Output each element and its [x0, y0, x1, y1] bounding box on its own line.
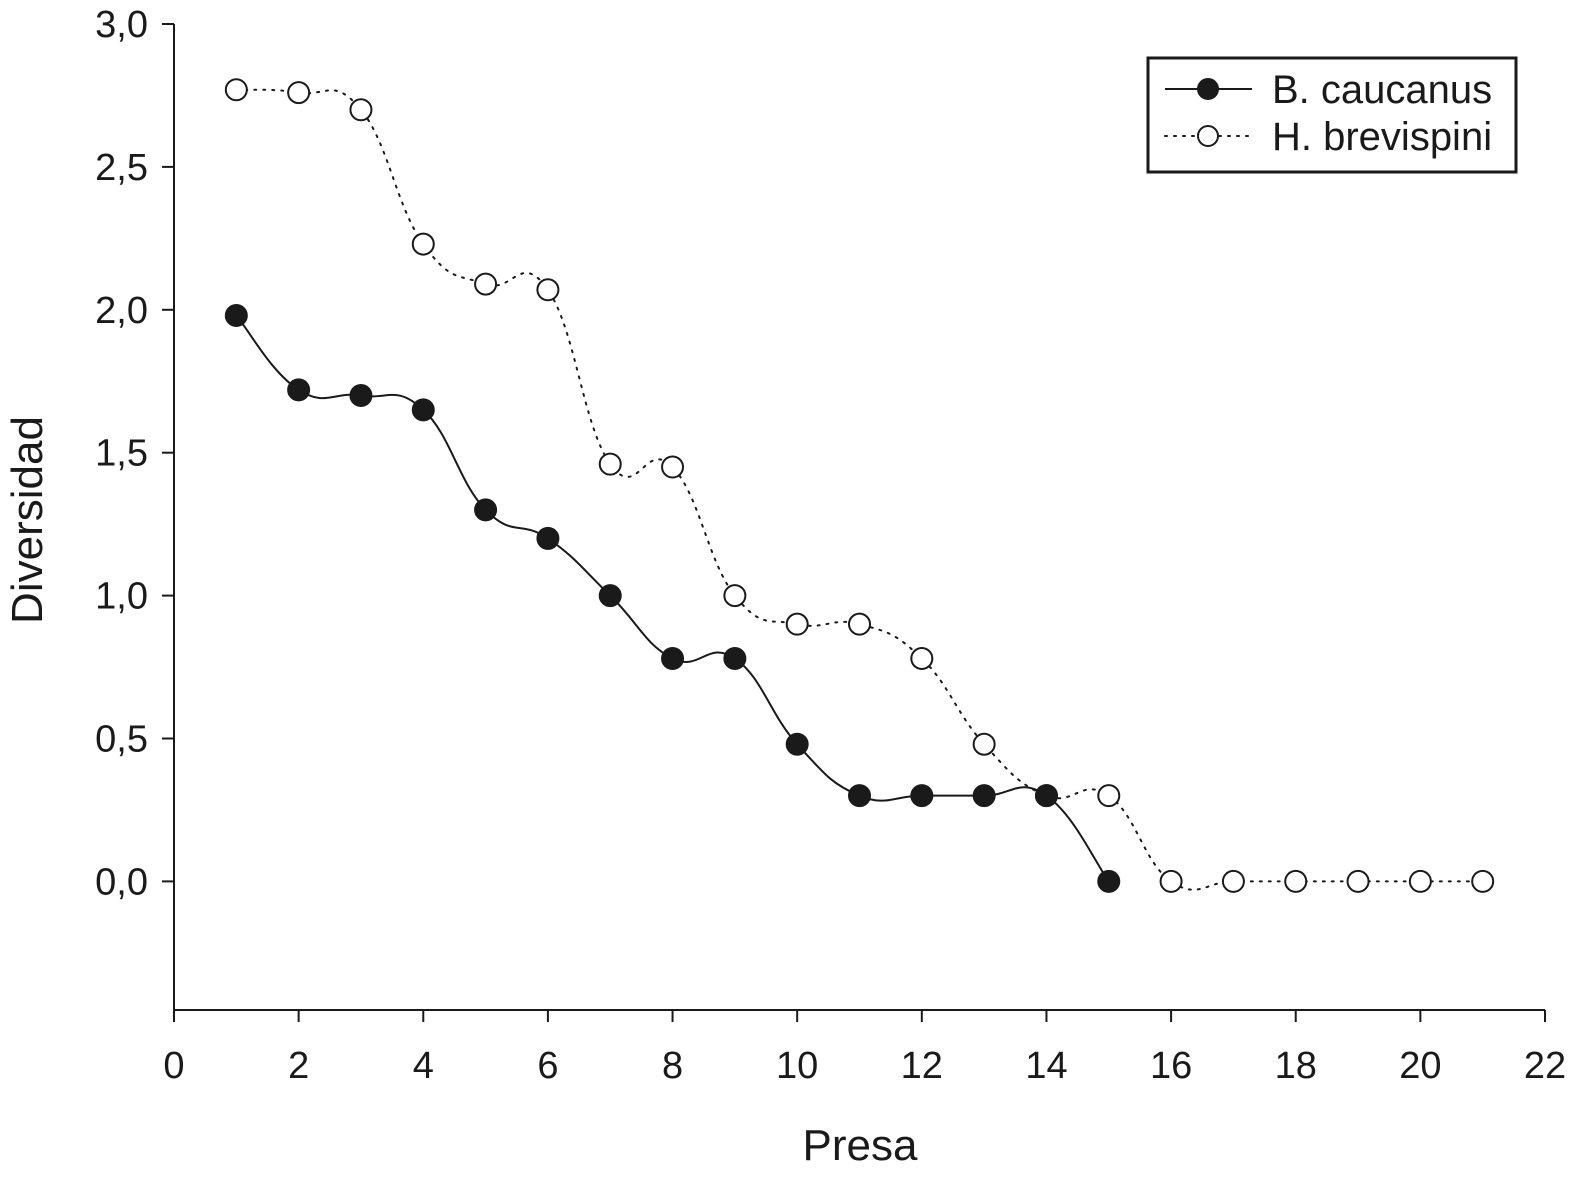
x-tick-label: 18 — [1275, 1045, 1317, 1087]
axes: 0,0 0,5 1,0 1,5 2,0 2,5 3,0 0 2 4 6 8 10 12 14 16 18 20 22 — [95, 4, 1566, 1087]
data-point-h-brevispini — [1408, 869, 1432, 893]
legend-marker-b-caucanus — [1197, 78, 1219, 100]
axis-labels: Presa Diversidad — [3, 416, 918, 1170]
data-point-h-brevispini — [1471, 869, 1495, 893]
y-tick-label: 0,5 — [95, 718, 148, 760]
data-point-h-brevispini — [1097, 784, 1121, 808]
data-point-b-caucanus — [848, 784, 871, 808]
data-point-h-brevispini — [224, 78, 248, 102]
y-tick-label: 1,0 — [95, 576, 148, 618]
x-tick-label: 0 — [163, 1045, 184, 1087]
data-point-b-caucanus — [723, 646, 747, 670]
data-point-b-caucanus — [1097, 869, 1121, 893]
y-axis-title: Diversidad — [3, 416, 52, 624]
data-point-h-brevispini — [1159, 869, 1183, 893]
x-tick-label: 16 — [1150, 1045, 1192, 1087]
x-tick-label: 6 — [537, 1045, 558, 1087]
series-line-h-brevispini — [235, 88, 1484, 891]
legend-marker-h-brevispini — [1197, 125, 1219, 147]
data-point-h-brevispini — [1221, 869, 1245, 893]
data-point-b-caucanus — [287, 378, 311, 402]
data-point-h-brevispini — [349, 98, 373, 122]
data-point-h-brevispini — [411, 232, 435, 256]
data-point-h-brevispini — [598, 452, 622, 476]
series-b-caucanus — [224, 304, 1121, 893]
series-h-brevispini — [224, 78, 1495, 893]
data-point-b-caucanus — [910, 784, 934, 808]
data-point-b-caucanus — [785, 732, 809, 756]
data-point-b-caucanus — [474, 498, 498, 522]
data-point-h-brevispini — [785, 612, 809, 636]
x-tick-label: 8 — [662, 1045, 683, 1087]
data-point-h-brevispini — [287, 81, 311, 105]
data-point-h-brevispini — [910, 646, 934, 670]
legend-label-h-brevispini: H. brevispini — [1272, 115, 1492, 159]
legend: B. caucanus H. brevispini — [1146, 56, 1518, 174]
x-tick-label: 2 — [288, 1045, 309, 1087]
data-point-b-caucanus — [972, 784, 996, 808]
data-point-h-brevispini — [723, 584, 747, 608]
data-point-h-brevispini — [536, 278, 560, 302]
data-point-h-brevispini — [848, 612, 871, 636]
data-point-b-caucanus — [536, 526, 560, 550]
data-point-b-caucanus — [224, 304, 248, 328]
legend-box — [1146, 56, 1518, 174]
data-point-b-caucanus — [661, 646, 685, 670]
x-tick-label: 14 — [1025, 1045, 1067, 1087]
data-point-h-brevispini — [1284, 869, 1308, 893]
data-point-h-brevispini — [972, 732, 996, 756]
x-tick-label: 4 — [413, 1045, 434, 1087]
data-point-h-brevispini — [474, 272, 498, 296]
data-point-h-brevispini — [1346, 869, 1370, 893]
y-tick-label: 3,0 — [95, 4, 148, 46]
y-tick-label: 0,0 — [95, 861, 148, 903]
y-tick-label: 2,5 — [95, 147, 148, 189]
data-point-b-caucanus — [411, 398, 435, 422]
data-point-h-brevispini — [661, 455, 685, 479]
series-layer — [224, 78, 1495, 893]
y-tick-label: 2,0 — [95, 290, 148, 332]
data-point-b-caucanus — [1034, 784, 1058, 808]
x-tick-label: 12 — [901, 1045, 943, 1087]
data-point-b-caucanus — [349, 384, 373, 408]
x-tick-label: 10 — [776, 1045, 818, 1087]
y-tick-label: 1,5 — [95, 433, 148, 475]
x-axis-title: Presa — [803, 1121, 918, 1170]
x-tick-label: 22 — [1524, 1045, 1566, 1087]
x-tick-label: 20 — [1399, 1045, 1441, 1087]
legend-label-b-caucanus: B. caucanus — [1272, 68, 1492, 112]
data-point-b-caucanus — [598, 584, 622, 608]
